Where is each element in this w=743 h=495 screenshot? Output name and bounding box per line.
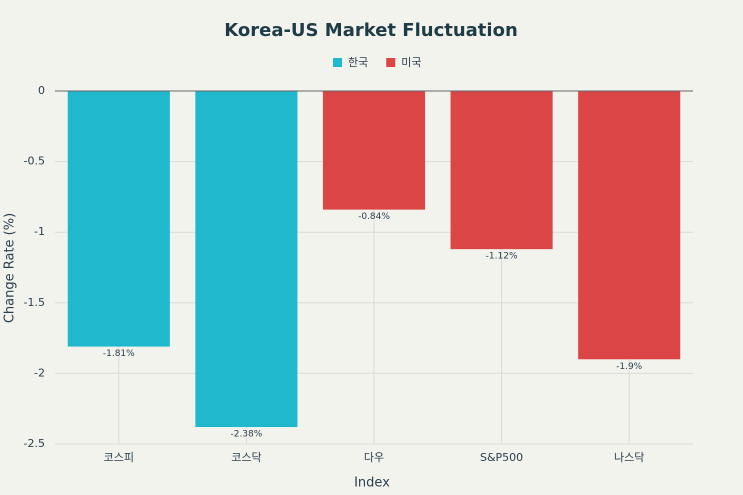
bar — [322, 91, 426, 210]
y-axis-title: Change Rate (%) — [3, 213, 18, 323]
y-tick-label: -1.5 — [24, 296, 45, 309]
value-label: -1.12% — [486, 252, 518, 262]
value-label: -1.81% — [103, 349, 135, 359]
x-tick-label: 코스닥 — [231, 451, 261, 464]
value-label: -0.84% — [358, 212, 390, 222]
x-axis-title: Index — [354, 476, 390, 491]
y-tick-label: -2 — [34, 366, 45, 379]
y-tick-label: -2.5 — [24, 437, 45, 450]
legend-swatch — [333, 58, 342, 67]
bar — [578, 91, 681, 360]
chart-title: Korea-US Market Fluctuation — [224, 20, 518, 41]
y-tick-label: 0 — [38, 84, 45, 97]
legend-label: 미국 — [401, 56, 421, 69]
x-tick-label: 다우 — [364, 451, 384, 464]
x-tick-label: 나스닥 — [614, 451, 644, 464]
x-tick-label: S&P500 — [480, 451, 523, 464]
y-tick-label: -0.5 — [24, 155, 45, 168]
bar — [67, 91, 170, 347]
x-tick-label: 코스피 — [104, 451, 134, 464]
legend-swatch — [386, 58, 396, 67]
legend-label: 한국 — [348, 56, 368, 69]
value-label: -1.9% — [616, 362, 643, 372]
y-tick-label: -1 — [34, 225, 45, 238]
bar — [450, 91, 553, 250]
value-label: -2.38% — [230, 430, 262, 440]
bar — [195, 91, 298, 428]
